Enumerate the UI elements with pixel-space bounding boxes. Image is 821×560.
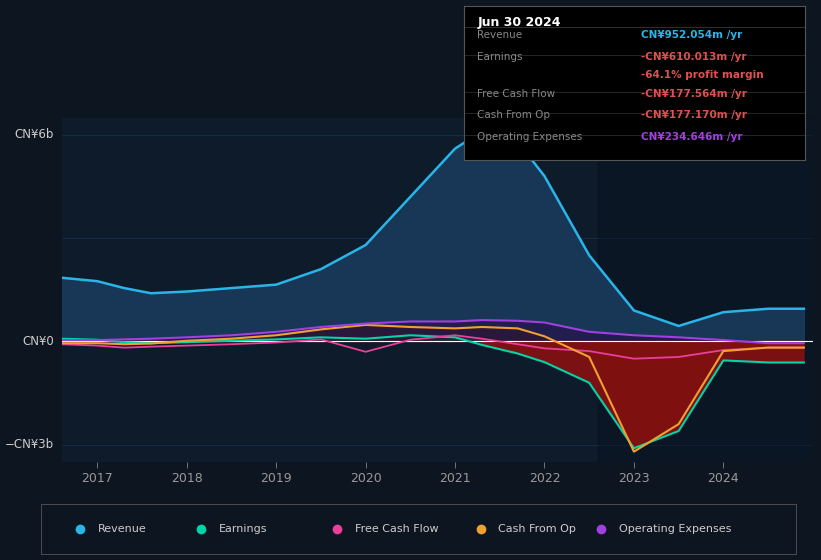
Text: CN¥6b: CN¥6b xyxy=(15,128,54,141)
Text: Free Cash Flow: Free Cash Flow xyxy=(478,88,556,99)
Text: -CN¥610.013m /yr: -CN¥610.013m /yr xyxy=(641,52,746,62)
Text: Earnings: Earnings xyxy=(478,52,523,62)
Text: Revenue: Revenue xyxy=(98,524,146,534)
Bar xyxy=(599,118,813,462)
Text: Revenue: Revenue xyxy=(478,30,523,40)
Text: Free Cash Flow: Free Cash Flow xyxy=(355,524,438,534)
Text: Cash From Op: Cash From Op xyxy=(498,524,576,534)
Text: Jun 30 2024: Jun 30 2024 xyxy=(478,16,561,29)
Text: Operating Expenses: Operating Expenses xyxy=(619,524,732,534)
Text: CN¥234.646m /yr: CN¥234.646m /yr xyxy=(641,132,742,142)
Text: CN¥0: CN¥0 xyxy=(22,335,54,348)
Text: Cash From Op: Cash From Op xyxy=(478,110,551,120)
Text: Earnings: Earnings xyxy=(218,524,267,534)
Text: CN¥952.054m /yr: CN¥952.054m /yr xyxy=(641,30,742,40)
Text: -CN¥177.564m /yr: -CN¥177.564m /yr xyxy=(641,88,747,99)
Text: −CN¥3b: −CN¥3b xyxy=(5,438,54,451)
Text: Operating Expenses: Operating Expenses xyxy=(478,132,583,142)
Text: -64.1% profit margin: -64.1% profit margin xyxy=(641,71,764,80)
Text: -CN¥177.170m /yr: -CN¥177.170m /yr xyxy=(641,110,747,120)
